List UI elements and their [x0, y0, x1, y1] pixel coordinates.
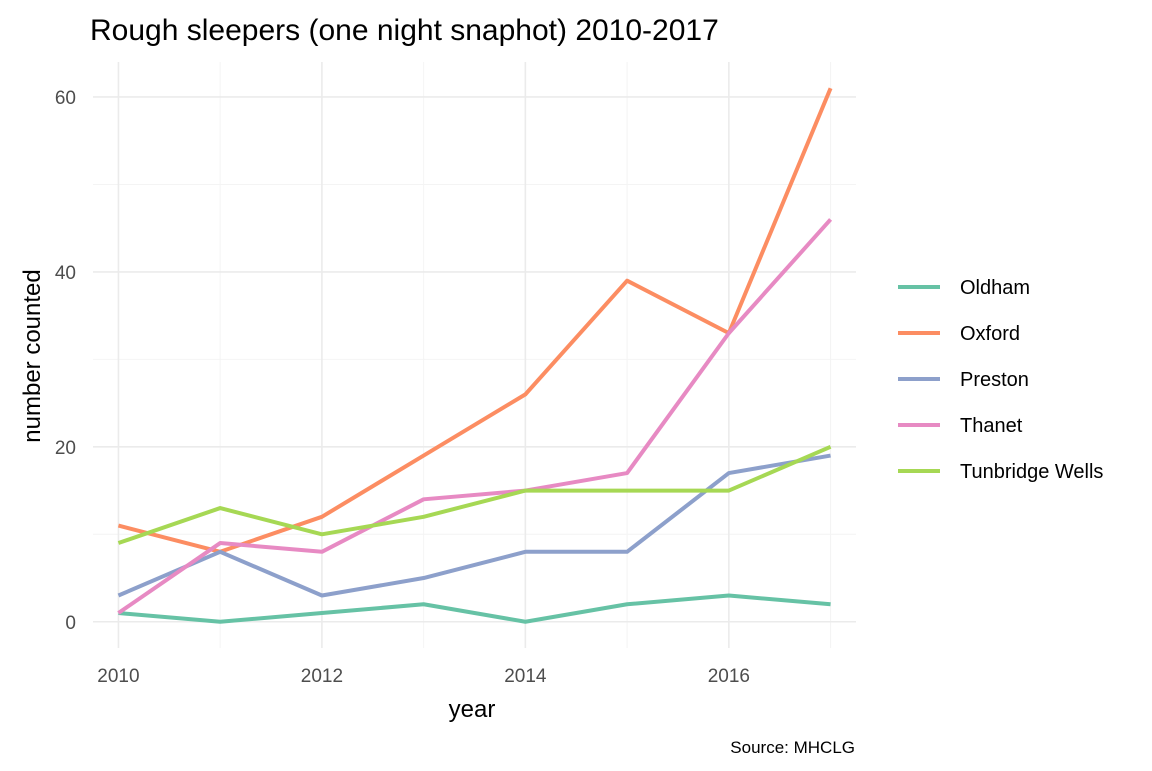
series-line-tunbridge-wells	[117, 445, 832, 545]
y-tick-label: 0	[65, 613, 76, 634]
series-line-oldham	[118, 593, 831, 624]
x-axis-title: year	[449, 696, 496, 723]
legend-item: Preston	[898, 369, 1029, 391]
legend-label: Preston	[960, 369, 1029, 391]
x-axis-tick-labels: 2010 2012 2014 2016	[97, 666, 750, 687]
x-tick-label: 2016	[708, 666, 750, 687]
legend-item: Tunbridge Wells	[898, 461, 1103, 483]
x-tick-label: 2014	[504, 666, 547, 687]
series-line-oxford	[117, 87, 833, 554]
y-tick-label: 60	[55, 88, 76, 109]
y-tick-label: 40	[55, 263, 76, 284]
chart-title: Rough sleepers (one night snaphot) 2010-…	[90, 14, 719, 47]
legend: Oldham Oxford Preston Thanet Tunbridge Wells	[898, 277, 1103, 483]
x-tick-label: 2010	[97, 666, 139, 687]
legend-label: Thanet	[960, 415, 1023, 437]
series-lines	[117, 87, 833, 624]
legend-item: Oldham	[898, 277, 1030, 299]
y-tick-label: 20	[55, 438, 76, 459]
gridlines	[93, 62, 856, 648]
legend-label: Oldham	[960, 277, 1030, 299]
legend-item: Thanet	[898, 415, 1023, 437]
y-axis-tick-labels: 0 20 40 60	[55, 88, 76, 634]
legend-label: Oxford	[960, 323, 1020, 345]
y-axis-title: number counted	[19, 269, 46, 442]
series-line-preston	[117, 453, 831, 598]
legend-item: Oxford	[898, 323, 1020, 345]
legend-label: Tunbridge Wells	[960, 461, 1103, 483]
chart-caption: Source: MHCLG	[730, 738, 855, 757]
x-tick-label: 2012	[301, 666, 343, 687]
series-line-thanet	[117, 218, 833, 615]
